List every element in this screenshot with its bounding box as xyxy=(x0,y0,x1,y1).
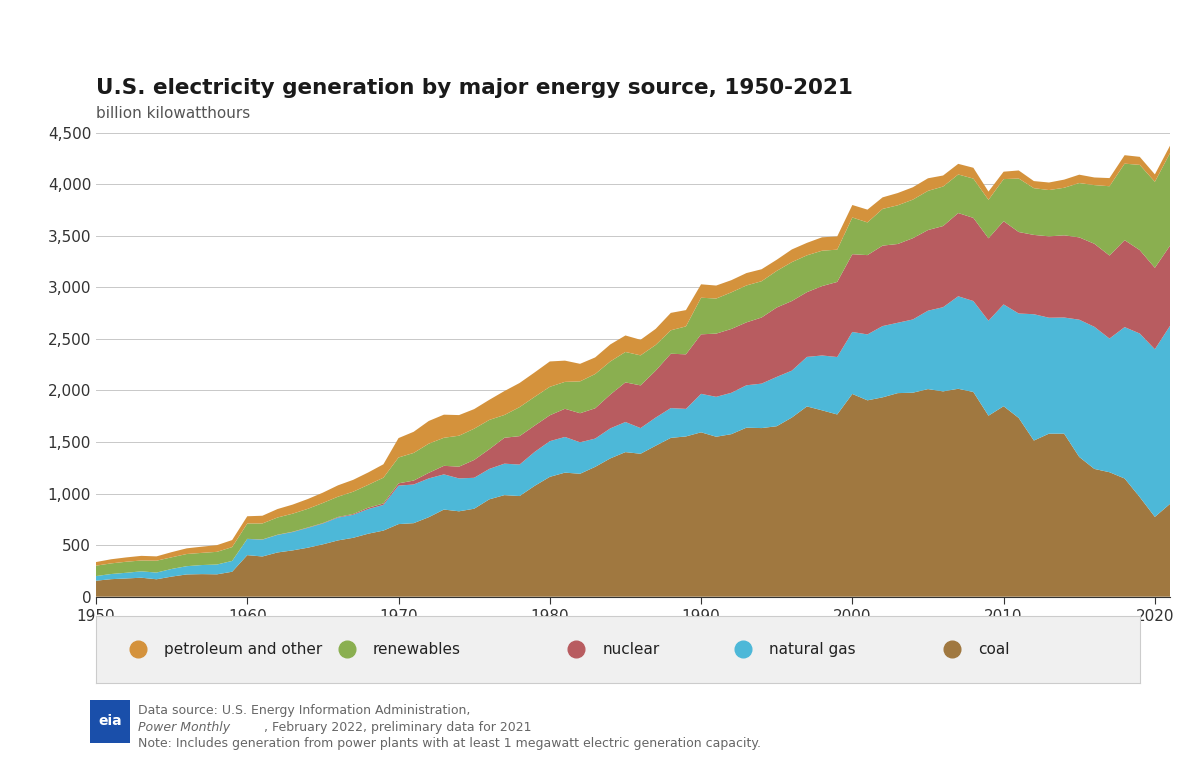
Text: coal: coal xyxy=(978,642,1009,657)
Text: eia: eia xyxy=(98,714,121,728)
FancyBboxPatch shape xyxy=(90,700,130,743)
Text: billion kilowatthours: billion kilowatthours xyxy=(96,106,251,121)
Text: , February 2022, preliminary data for 2021: , February 2022, preliminary data for 20… xyxy=(264,722,532,735)
Text: renewables: renewables xyxy=(373,642,461,657)
Text: natural gas: natural gas xyxy=(769,642,856,657)
Text: U.S. electricity generation by major energy source, 1950-2021: U.S. electricity generation by major ene… xyxy=(96,77,853,98)
Text: petroleum and other: petroleum and other xyxy=(164,642,322,657)
Text: nuclear: nuclear xyxy=(602,642,660,657)
Text: Power Monthly: Power Monthly xyxy=(138,722,230,735)
Text: Note: Includes generation from power plants with at least 1 megawatt electric ge: Note: Includes generation from power pla… xyxy=(138,737,761,750)
Text: Data source: U.S. Energy Information Administration,: Data source: U.S. Energy Information Adm… xyxy=(138,704,474,717)
